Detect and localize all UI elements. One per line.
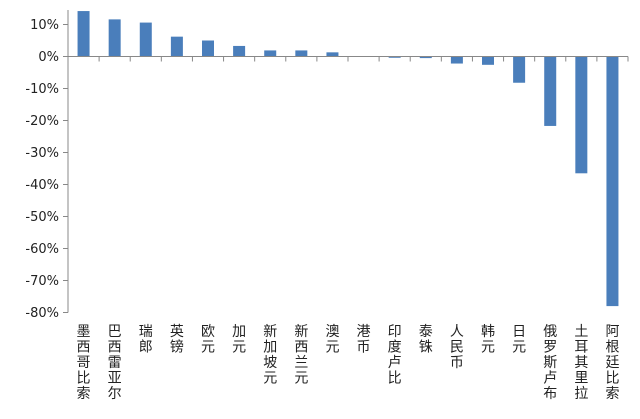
category-label: 印度卢比 bbox=[388, 324, 402, 387]
category-label: 土耳其里拉 bbox=[574, 324, 588, 402]
category-label: 英镑 bbox=[170, 323, 184, 356]
category-label: 欧元 bbox=[201, 324, 215, 356]
category-label: 港币 bbox=[357, 324, 371, 356]
y-tick-label: -60% bbox=[25, 242, 59, 257]
y-tick-label: -50% bbox=[25, 210, 59, 225]
category-label: 泰铢 bbox=[419, 324, 433, 356]
category-label: 加元 bbox=[232, 324, 246, 356]
bar bbox=[139, 22, 152, 57]
category-label: 日元 bbox=[512, 324, 526, 356]
y-tick-label: -80% bbox=[25, 306, 59, 321]
y-tick-label: -10% bbox=[25, 82, 59, 97]
y-tick-label: -70% bbox=[25, 274, 59, 289]
bar bbox=[202, 40, 214, 57]
y-axis: 10% 0% -10% -20% -30% -40% -50% -60% -70% -80% bbox=[25, 10, 69, 321]
bar bbox=[388, 56, 401, 58]
category-label: 俄罗斯卢布 bbox=[543, 324, 557, 402]
category-label: 澳元 bbox=[325, 324, 339, 356]
category-label: 巴西雷亚尔 bbox=[108, 324, 122, 402]
y-tick-label: -40% bbox=[25, 178, 59, 193]
y-tick-label: -20% bbox=[25, 114, 59, 129]
category-label: 瑞郎 bbox=[139, 324, 153, 356]
bar bbox=[513, 56, 526, 83]
bar bbox=[575, 56, 588, 174]
bar bbox=[482, 56, 494, 65]
bar bbox=[450, 56, 463, 64]
bar bbox=[606, 56, 619, 307]
y-tick-label: 10% bbox=[30, 18, 59, 33]
bar bbox=[170, 36, 183, 57]
bar bbox=[295, 50, 308, 57]
category-label: 人民币 bbox=[450, 324, 464, 371]
category-label: 阿根廷比索 bbox=[605, 324, 619, 402]
bar bbox=[419, 56, 432, 59]
bar bbox=[264, 50, 277, 57]
y-tick-label: -30% bbox=[25, 146, 59, 161]
bar bbox=[108, 19, 121, 57]
category-label: 韩元 bbox=[481, 324, 495, 356]
y-tick-label: 0% bbox=[38, 50, 59, 65]
bars bbox=[77, 11, 619, 307]
bar bbox=[77, 11, 90, 57]
category-label: 新西兰元 bbox=[294, 324, 308, 387]
x-axis bbox=[67, 56, 629, 62]
bar bbox=[544, 56, 557, 126]
category-label: 墨西哥比索 bbox=[77, 324, 91, 402]
bar bbox=[326, 52, 339, 57]
category-label: 新加坡元 bbox=[263, 324, 277, 387]
bar bbox=[233, 45, 246, 57]
